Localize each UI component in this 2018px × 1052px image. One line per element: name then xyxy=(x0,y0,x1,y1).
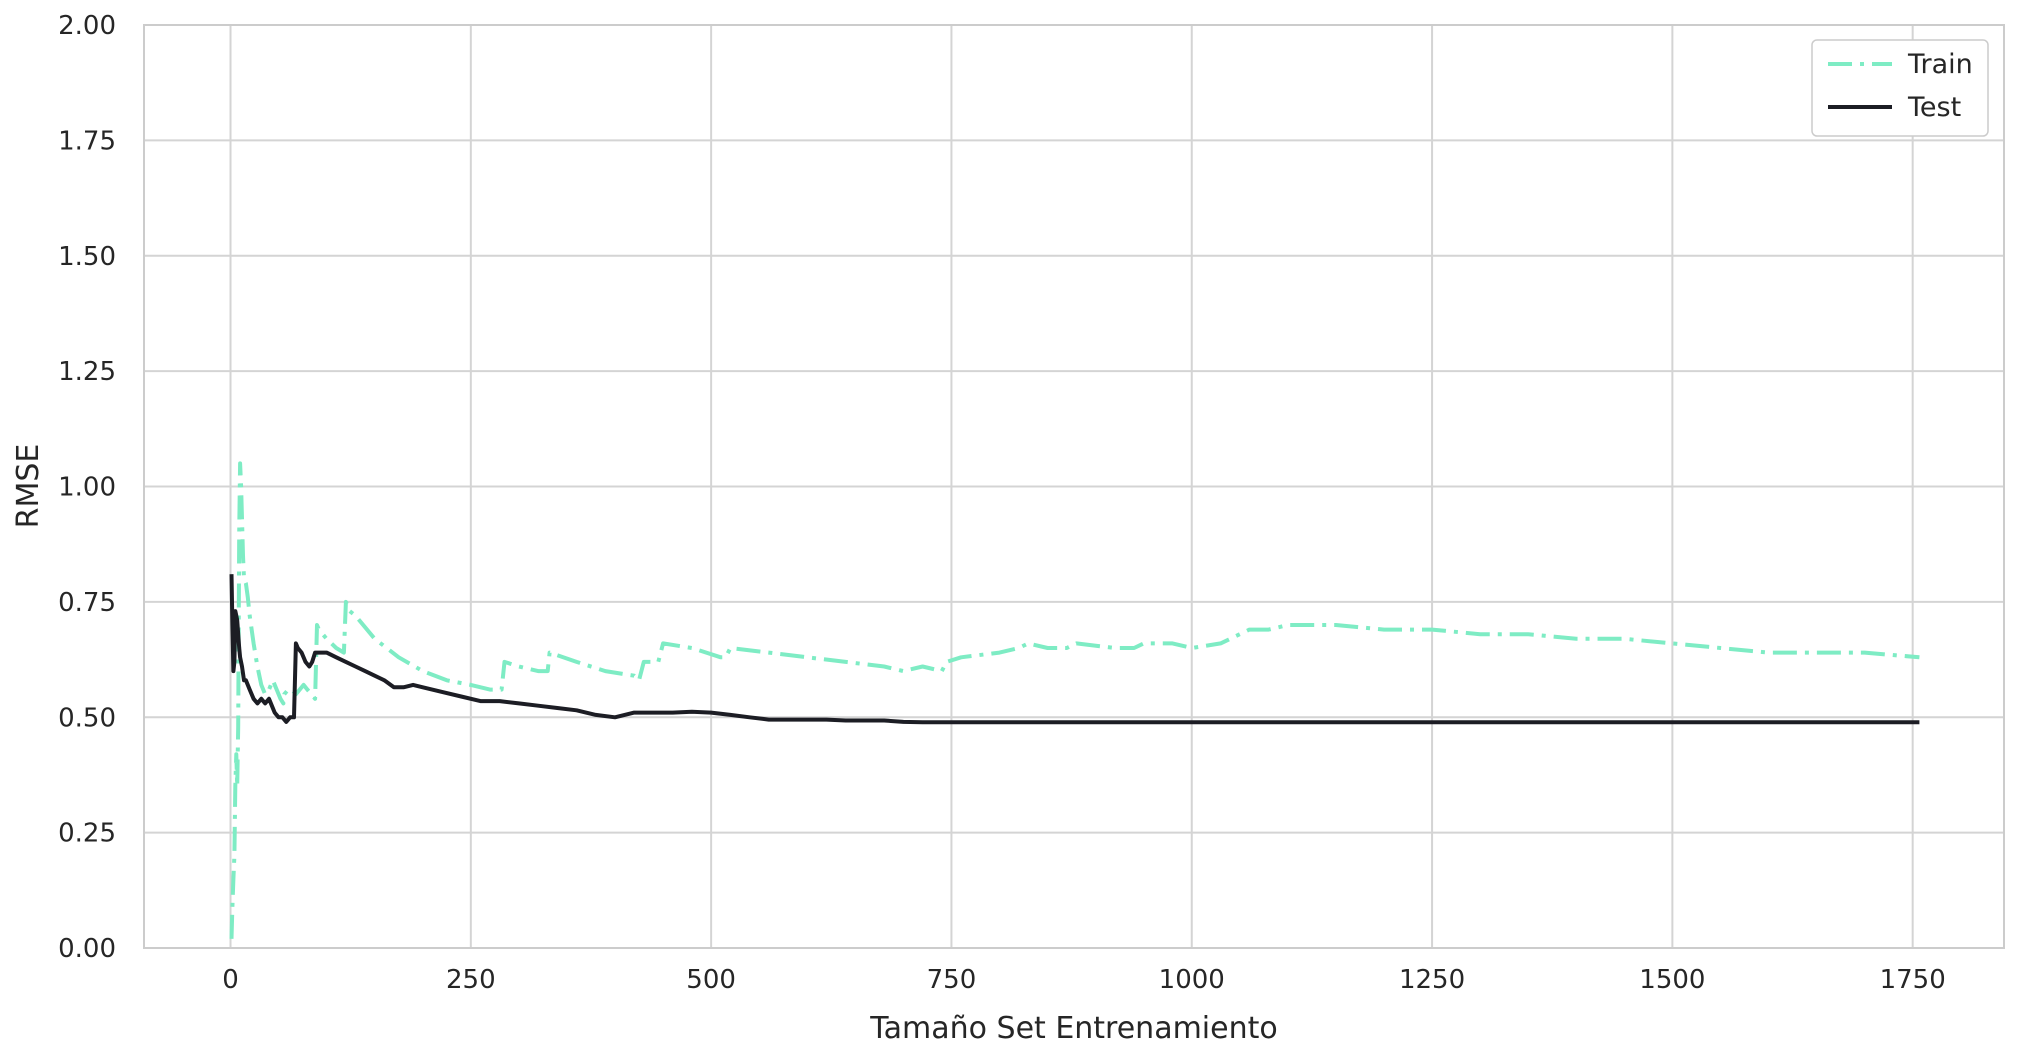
x-axis-ticks: 0 250 500 750 1000 1250 1500 1750 xyxy=(222,965,1946,995)
plot-frame xyxy=(143,24,2005,949)
y-tick-label: 1.50 xyxy=(58,242,116,272)
x-tick-label: 0 xyxy=(222,965,239,995)
series-line-train xyxy=(229,461,1920,939)
y-tick-label: 0.00 xyxy=(58,934,116,964)
legend-frame xyxy=(1811,39,1989,137)
x-tick-label: 1750 xyxy=(1880,965,1946,995)
y-tick-label: 1.00 xyxy=(58,473,116,503)
y-tick-label: 2.00 xyxy=(58,11,116,41)
x-tick-label: 750 xyxy=(927,965,977,995)
y-tick-label: 0.25 xyxy=(58,819,116,849)
x-tick-label: 1250 xyxy=(1399,965,1465,995)
legend: Train Test xyxy=(1811,39,1989,137)
y-tick-label: 1.25 xyxy=(58,357,116,387)
x-tick-label: 1000 xyxy=(1159,965,1225,995)
x-tick-label: 500 xyxy=(686,965,736,995)
y-axis-ticks: 0.00 0.25 0.50 0.75 1.00 1.25 1.50 1.75 2.00 xyxy=(58,11,116,964)
y-tick-label: 1.75 xyxy=(58,126,116,156)
x-axis-label: Tamaño Set Entrenamiento xyxy=(869,1011,1277,1046)
y-tick-label: 0.75 xyxy=(58,588,116,618)
series-layer xyxy=(229,461,1920,939)
series-line-test xyxy=(229,574,1920,725)
legend-label-test: Test xyxy=(1907,92,1961,123)
y-axis-label: RMSE xyxy=(11,444,46,529)
legend-label-train: Train xyxy=(1907,49,1973,80)
y-tick-label: 0.50 xyxy=(58,703,116,733)
x-tick-label: 250 xyxy=(446,965,496,995)
x-tick-label: 1500 xyxy=(1639,965,1705,995)
